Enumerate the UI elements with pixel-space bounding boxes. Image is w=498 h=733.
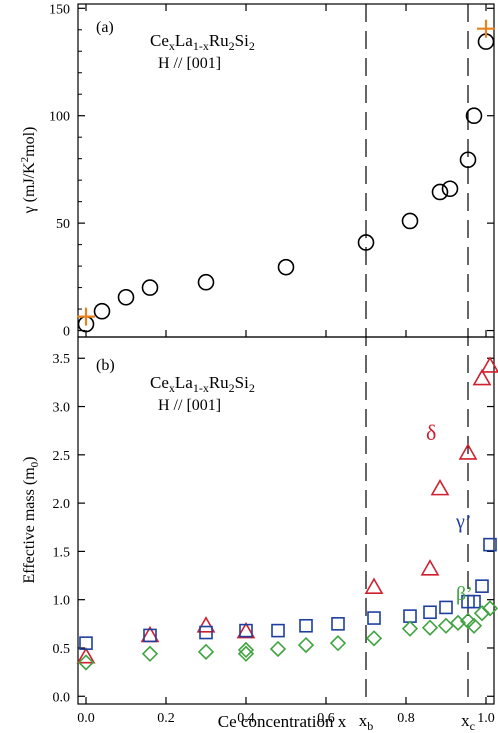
panel-a-label: (a) bbox=[96, 19, 114, 36]
panel-a-marks bbox=[77, 19, 495, 333]
panel-a-point-circle bbox=[141, 279, 159, 296]
panel-b-title: CexLa1-xRu2Si2 bbox=[150, 373, 255, 395]
panel-b-point-square bbox=[439, 600, 453, 615]
panel-a-ylabel: γ (mJ/K2mol) bbox=[19, 127, 38, 215]
panel-b-frame bbox=[77, 336, 495, 705]
panel-b-point-square bbox=[271, 623, 285, 638]
panel-b-point-square bbox=[143, 628, 157, 643]
panel-b-ytick-label: 2.0 bbox=[53, 497, 71, 512]
panel-a-point-circle bbox=[401, 212, 419, 230]
panel-a-ytick-label: 100 bbox=[49, 110, 70, 125]
panel-b-xtick-label: 0.4 bbox=[237, 711, 255, 726]
panel-b-point-square bbox=[483, 537, 497, 552]
panel-b-point-triangle bbox=[196, 616, 216, 633]
panel-b-point-diamond bbox=[437, 617, 455, 634]
panel-b-xtick-label: 0.8 bbox=[397, 711, 415, 726]
panel-b-point-triangle bbox=[458, 443, 478, 460]
panel-a-point-circle bbox=[465, 107, 483, 125]
panel-b-point-diamond bbox=[481, 600, 498, 617]
panel-b-ytick-label: 3.5 bbox=[53, 352, 71, 367]
panel-b-point-triangle bbox=[480, 356, 498, 373]
panel-a-point-circle bbox=[93, 302, 111, 320]
panel-a-title: CexLa1-xRu2Si2 bbox=[150, 31, 255, 53]
series-label-beta-prime: β’ bbox=[456, 583, 473, 605]
panel-b-point-diamond bbox=[465, 617, 483, 634]
panel-b-point-square bbox=[475, 579, 489, 593]
panel-b-ytick-label: 1.0 bbox=[53, 594, 71, 609]
panel-b-point-square bbox=[423, 605, 437, 620]
panel-b-point-diamond bbox=[459, 612, 477, 630]
panel-b-subtitle: H // [001] bbox=[158, 397, 221, 414]
panel-b-point-square bbox=[199, 625, 213, 640]
panel-a-point-plus bbox=[77, 307, 95, 326]
panel-b-ytick-label: 1.5 bbox=[53, 545, 71, 560]
panel-b-ytick-label: 0.5 bbox=[53, 642, 71, 657]
panel-b-xtick-label: 0.6 bbox=[317, 711, 335, 726]
panel-b-point-diamond bbox=[141, 645, 159, 662]
panel-b-point-square bbox=[467, 594, 481, 609]
panel-a-ytick-label: 150 bbox=[49, 2, 70, 17]
panel-b-ytick-label: 3.0 bbox=[53, 401, 71, 416]
panel-b-point-diamond bbox=[237, 641, 255, 659]
panel-b-point-triangle bbox=[472, 368, 492, 386]
panel-b-point-triangle bbox=[76, 647, 96, 664]
panel-b-point-diamond bbox=[421, 619, 439, 636]
panel-b-marks bbox=[76, 356, 498, 671]
vline-label-xc: xc bbox=[461, 711, 475, 733]
panel-a-point-circle bbox=[357, 234, 375, 251]
panel-a-frame bbox=[77, 3, 495, 338]
panel-a-subtitle: H // [001] bbox=[158, 55, 221, 72]
panel-b-point-triangle bbox=[364, 577, 384, 594]
panel-b-ytick-label: 2.5 bbox=[53, 449, 71, 464]
series-label-delta: δ bbox=[426, 420, 436, 445]
panel-b-point-square bbox=[239, 623, 253, 638]
panel-a-ytick-label: 0 bbox=[63, 325, 70, 340]
panel-a-point-circle bbox=[431, 183, 449, 201]
panel-a-point-circle bbox=[277, 258, 295, 276]
panel-b-xlabel: Ce concentration x bbox=[218, 712, 347, 731]
panel-a-point-plus bbox=[477, 19, 495, 38]
panel-b-ylabel: Effective mass (m0) bbox=[21, 457, 41, 584]
panel-b-ticks: 0.0 0.5 1.0 1.5 2.0 2.5 3.0 3.5 0.0 0.2 0.4 0.6 0.8 1… bbox=[53, 352, 495, 726]
panel-a-point-circle bbox=[197, 273, 215, 291]
panel-b-xtick-label: 0.2 bbox=[157, 711, 175, 726]
panel-b-point-diamond bbox=[365, 630, 383, 647]
panel-b-point-diamond bbox=[329, 635, 347, 652]
vline-label-xb: xb bbox=[359, 711, 374, 733]
panel-a-ticks: 0 50 100 150 bbox=[49, 2, 494, 340]
panel-a-point-circle bbox=[459, 151, 477, 169]
series-label-gamma-prime: γ’ bbox=[455, 511, 472, 533]
panel-b-point-diamond bbox=[473, 605, 491, 622]
panel-b-point-triangle bbox=[430, 479, 450, 496]
panel-a-point-circle bbox=[441, 180, 459, 198]
panel-b-label: (b) bbox=[96, 357, 115, 374]
panel-b-xtick-label: 0.0 bbox=[77, 711, 95, 726]
panel-b-point-diamond bbox=[269, 640, 287, 658]
panel-b-point-diamond bbox=[77, 654, 95, 671]
panel-b-point-square bbox=[79, 636, 93, 650]
panel-b-point-triangle bbox=[236, 621, 256, 639]
panel-b-point-diamond bbox=[401, 620, 419, 637]
panel-b-point-triangle bbox=[420, 559, 440, 576]
panel-b-point-square bbox=[403, 609, 417, 623]
panel-b-point-square bbox=[331, 617, 345, 631]
panel-b-xtick-label: 1.0 bbox=[477, 711, 495, 726]
panel-b-ytick-label: 0.0 bbox=[53, 690, 71, 705]
panel-b-point-diamond bbox=[297, 636, 315, 654]
panel-a-point-circle bbox=[117, 288, 135, 306]
panel-b-point-diamond bbox=[449, 614, 467, 632]
panel-b-point-square bbox=[367, 611, 381, 625]
panel-a-ytick-label: 50 bbox=[56, 217, 70, 232]
panel-b-point-square bbox=[299, 618, 313, 633]
panel-b-point-diamond bbox=[197, 643, 215, 660]
